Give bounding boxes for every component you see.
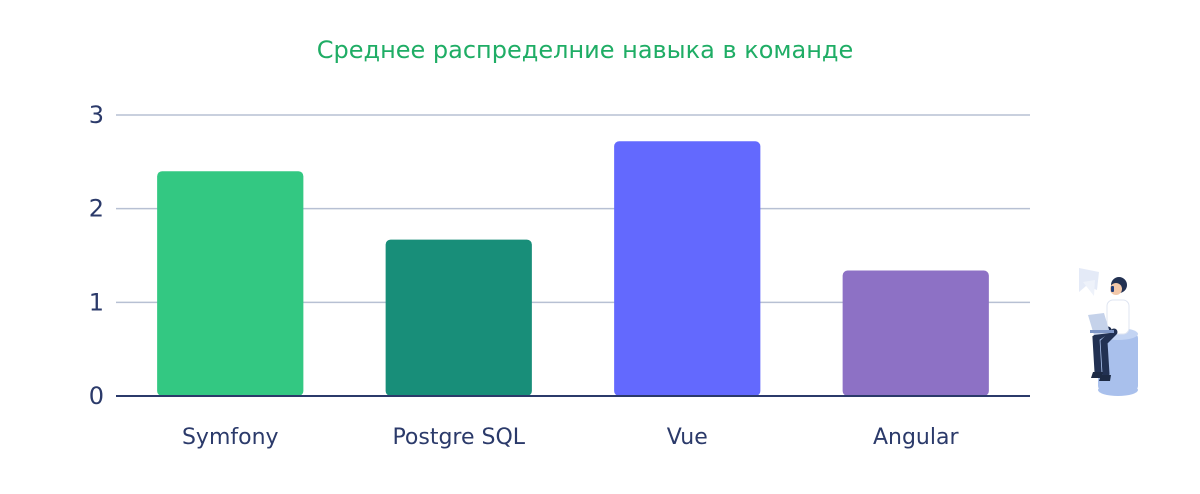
- x-axis-labels: Symfony Postgre SQL Vue Angular: [182, 425, 960, 450]
- bar-angular: [842, 270, 989, 396]
- y-tick-label: 3: [89, 101, 104, 129]
- x-category-label: Postgre SQL: [392, 425, 525, 450]
- y-tick-label: 0: [89, 382, 104, 410]
- y-tick-label: 1: [89, 288, 104, 316]
- chart-title: Среднее распределние навыка в команде: [317, 36, 854, 64]
- y-axis-ticks: 0 1 2 3: [89, 101, 104, 410]
- bar-postgre-sql: [385, 239, 532, 396]
- x-category-label: Vue: [667, 425, 708, 450]
- bar-symfony: [157, 171, 304, 396]
- x-category-label: Angular: [873, 425, 959, 450]
- person-with-laptop-icon: [1079, 268, 1138, 396]
- x-category-label: Symfony: [182, 425, 279, 450]
- y-tick-label: 2: [89, 195, 104, 223]
- bar-vue: [614, 141, 761, 396]
- bars: [157, 141, 989, 396]
